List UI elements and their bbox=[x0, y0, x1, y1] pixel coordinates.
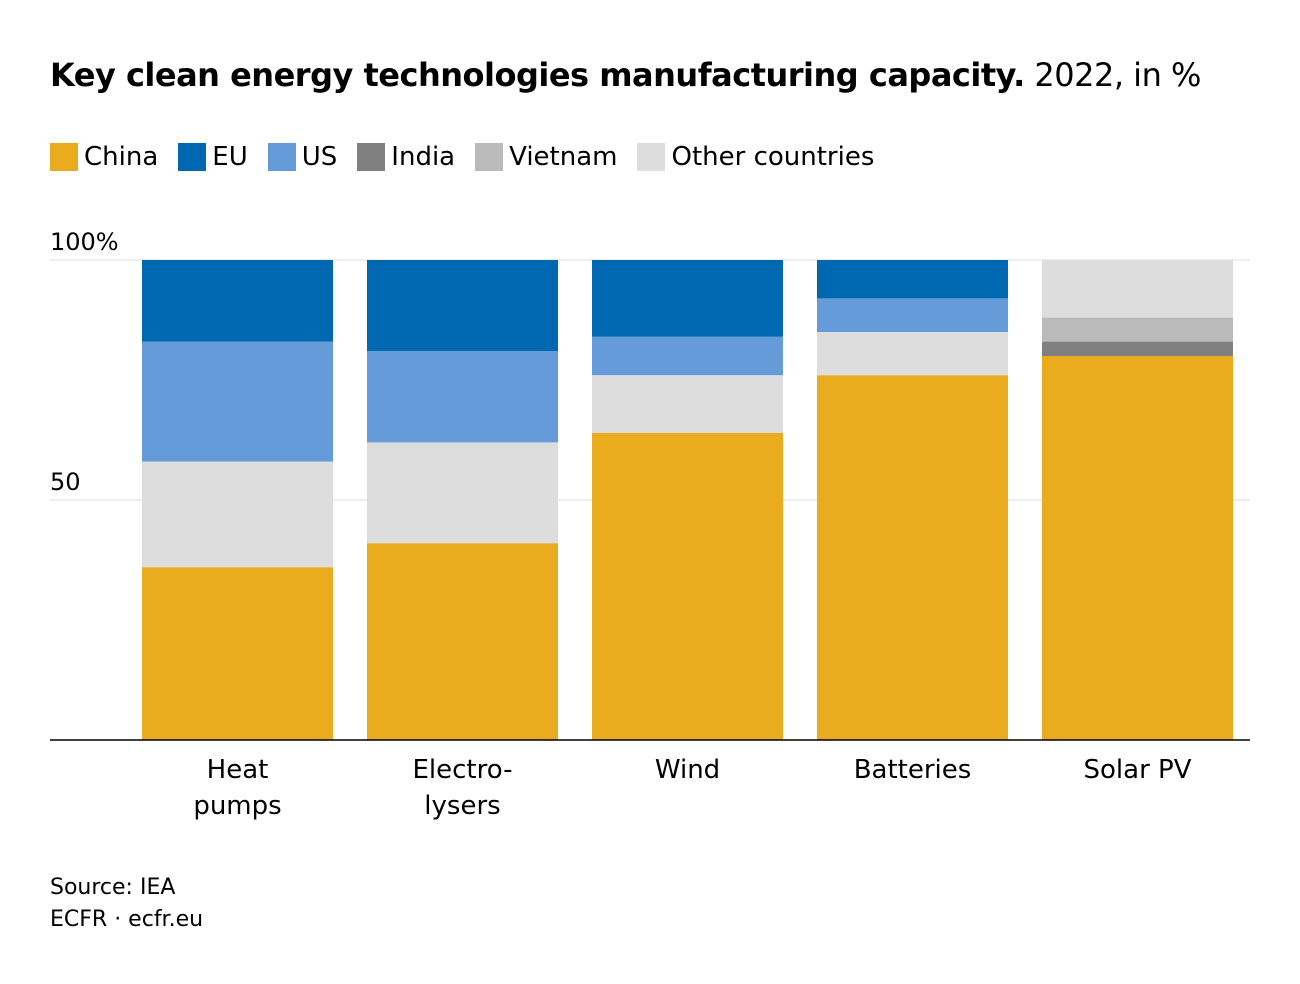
y-tick-label: 50 bbox=[50, 468, 81, 496]
x-tick-label: pumps bbox=[193, 791, 281, 821]
legend-item: EU bbox=[178, 142, 248, 172]
x-tick-label: lysers bbox=[424, 791, 500, 821]
bar-segment-china bbox=[142, 567, 333, 740]
legend-swatch bbox=[267, 143, 296, 171]
source-text: Source: IEA bbox=[50, 875, 176, 900]
legend-swatch bbox=[50, 143, 78, 171]
legend-swatch bbox=[178, 143, 207, 171]
legend-item: Vietnam bbox=[475, 142, 617, 172]
bar-segment-china bbox=[817, 375, 1008, 740]
legend-label: Vietnam bbox=[509, 142, 618, 172]
legend-item: US bbox=[267, 142, 338, 172]
x-tick-label: Electro- bbox=[412, 755, 512, 785]
legend-item: India bbox=[357, 142, 455, 172]
credit-text: ECFR · ecfr.eu bbox=[50, 907, 204, 932]
bar-segment-other-countries bbox=[142, 461, 333, 568]
legend-item: China bbox=[50, 142, 158, 172]
y-tick-label: 100% bbox=[50, 228, 119, 256]
bar-segment-eu bbox=[592, 260, 783, 337]
bar-segment-other-countries bbox=[592, 375, 783, 433]
x-tick-label: Heat bbox=[207, 755, 269, 785]
chart-title: Key clean energy technologies manufactur… bbox=[50, 56, 1201, 94]
legend-swatch bbox=[357, 143, 386, 171]
x-tick-label: Solar PV bbox=[1084, 755, 1192, 785]
legend-label: EU bbox=[212, 142, 248, 172]
legend-item: Other countries bbox=[637, 142, 874, 172]
source-note: Source: IEA ECFR · ecfr.eu bbox=[50, 872, 203, 936]
x-tick-label: Batteries bbox=[854, 755, 972, 785]
legend-swatch bbox=[475, 143, 504, 171]
legend-label: Other countries bbox=[671, 142, 875, 172]
bar-segment-eu bbox=[817, 260, 1008, 299]
bar-segment-us bbox=[817, 298, 1008, 332]
bar-segment-china bbox=[367, 543, 558, 740]
x-tick-label: Wind bbox=[655, 755, 720, 785]
legend-label: US bbox=[301, 142, 338, 172]
legend-label: China bbox=[84, 142, 159, 172]
bar-segment-other-countries bbox=[367, 442, 558, 544]
bar-segment-eu bbox=[142, 260, 333, 342]
bar-segment-other-countries bbox=[817, 332, 1008, 376]
bar-segment-us bbox=[142, 341, 333, 462]
legend-swatch bbox=[637, 143, 666, 171]
bar-segment-us bbox=[592, 336, 783, 376]
bar-segment-other-countries bbox=[1042, 260, 1233, 318]
legend-label: India bbox=[391, 142, 456, 172]
legend: China EU US India Vietnam Other countries bbox=[50, 142, 874, 172]
bar-segment-eu bbox=[367, 260, 558, 352]
bar-segment-china bbox=[592, 432, 783, 740]
bar-segment-china bbox=[1042, 356, 1233, 740]
bar-segment-vietnam bbox=[1042, 317, 1233, 342]
bar-segment-india bbox=[1042, 341, 1233, 356]
bar-segment-us bbox=[367, 351, 558, 443]
